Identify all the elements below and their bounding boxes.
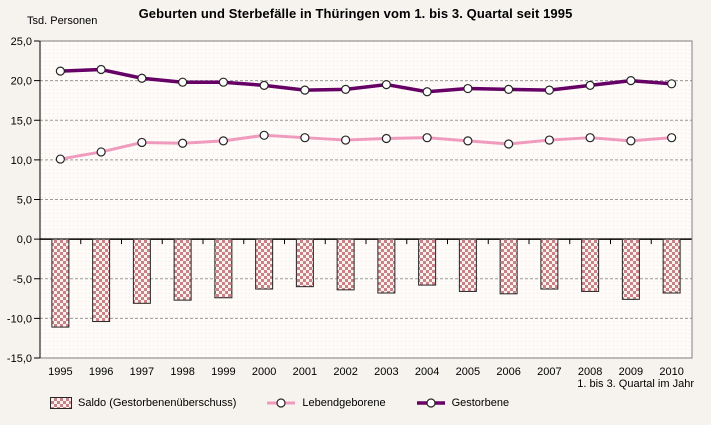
x-tick-label-1998: 1998 [170, 366, 194, 378]
legend-label-lebendgeborene: Lebendgeborene [302, 397, 386, 409]
checker-swatch-icon [50, 397, 72, 409]
marker-lebendgeborene-1996 [96, 147, 106, 157]
x-tick-label-2009: 2009 [619, 366, 643, 378]
marker-lebendgeborene-1999 [218, 136, 228, 146]
marker-lebendgeborene-1998 [178, 138, 188, 148]
marker-gestorbene-1995 [55, 66, 65, 76]
x-axis-caption: 1. bis 3. Quartal im Jahr [577, 378, 694, 390]
marker-lebendgeborene-2010 [667, 133, 677, 143]
marker-lebendgeborene-2007 [544, 135, 554, 145]
bar-saldo-2007 [540, 238, 559, 290]
x-tick-label-1996: 1996 [89, 366, 113, 378]
chart-title: Geburten und Sterbefälle in Thüringen vo… [138, 6, 573, 21]
y-tick-label-5,0: 5,0 [17, 195, 32, 207]
marker-gestorbene-1999 [218, 77, 228, 87]
line-gestorbene [58, 67, 674, 94]
marker-lebendgeborene-2009 [626, 136, 636, 146]
bar-saldo-1995 [51, 238, 70, 328]
bar-saldo-2006 [499, 238, 518, 295]
marker-gestorbene-1997 [137, 73, 147, 83]
marker-lebendgeborene-2001 [300, 133, 310, 143]
marker-lebendgeborene-2008 [585, 133, 595, 143]
marker-gestorbene-2003 [381, 79, 391, 90]
marker-lebendgeborene-1995 [55, 154, 65, 164]
marker-lebendgeborene-1997 [137, 137, 147, 148]
marker-gestorbene-2006 [504, 84, 514, 94]
marker-gestorbene-1996 [96, 64, 106, 75]
line-lebendgeborene [58, 133, 674, 161]
x-tick-label-1995: 1995 [48, 366, 72, 378]
bar-saldo-2004 [418, 238, 437, 286]
x-tick-label-2008: 2008 [578, 366, 602, 378]
x-tick-label-2007: 2007 [537, 366, 561, 378]
legend-label-gestorbene: Gestorbene [451, 397, 510, 409]
bar-saldo-2003 [377, 238, 396, 294]
marker-lebendgeborene-2004 [422, 133, 432, 143]
bar-saldo-2000 [255, 238, 274, 290]
marker-gestorbene-2002 [341, 84, 351, 94]
legend-label-saldo: Saldo (Gestorbenenüberschuss) [78, 397, 237, 409]
y-tick-label-20,0: 20,0 [11, 76, 32, 88]
marker-gestorbene-2004 [422, 87, 432, 97]
y-tick-label--5,0: -5,0 [13, 274, 32, 286]
x-tick-label-2004: 2004 [415, 366, 439, 378]
bar-saldo-2002 [336, 238, 355, 291]
legend: Saldo (Gestorbenenüberschuss) Lebendgebo… [50, 397, 509, 409]
bar-saldo-1996 [92, 238, 111, 323]
x-tick-label-2000: 2000 [252, 366, 276, 378]
marker-gestorbene-2007 [544, 85, 554, 95]
marker-gestorbene-2001 [300, 85, 310, 95]
bar-saldo-2010 [662, 238, 681, 294]
bar-saldo-1998 [173, 238, 192, 301]
bar-saldo-2001 [295, 238, 314, 288]
bar-saldo-1999 [214, 238, 233, 299]
pink-line-marker-icon [267, 398, 296, 408]
x-tick-label-1999: 1999 [211, 366, 235, 378]
y-tick-label-10,0: 10,0 [11, 155, 32, 167]
y-tick-label-25,0: 25,0 [11, 36, 32, 48]
marker-gestorbene-2009 [626, 76, 636, 86]
bar-saldo-2008 [581, 238, 600, 292]
y-tick-label--15,0: -15,0 [7, 353, 32, 365]
x-tick-label-1997: 1997 [130, 366, 154, 378]
marker-gestorbene-2000 [259, 80, 269, 90]
x-tick-label-2001: 2001 [293, 366, 317, 378]
bar-saldo-2005 [458, 238, 477, 292]
y-tick-label--10,0: -10,0 [7, 313, 32, 325]
x-tick-label-2010: 2010 [659, 366, 683, 378]
marker-gestorbene-1998 [178, 77, 188, 87]
marker-gestorbene-2005 [463, 83, 473, 94]
marker-lebendgeborene-2003 [381, 133, 391, 144]
marker-lebendgeborene-2006 [504, 139, 514, 149]
marker-lebendgeborene-2002 [341, 135, 351, 145]
x-tick-label-2005: 2005 [456, 366, 480, 378]
y-axis-unit-label: Tsd. Personen [27, 15, 98, 27]
y-tick-label-0,0: 0,0 [17, 234, 32, 246]
purple-line-marker-icon [416, 398, 445, 408]
marker-lebendgeborene-2000 [259, 130, 269, 140]
legend-item-gestorbene: Gestorbene [416, 397, 509, 409]
bar-saldo-1997 [132, 238, 151, 304]
marker-gestorbene-2008 [585, 80, 595, 90]
x-tick-label-2006: 2006 [496, 366, 520, 378]
legend-item-lebendgeborene: Lebendgeborene [266, 397, 386, 409]
marker-lebendgeborene-2005 [463, 136, 473, 146]
legend-item-saldo: Saldo (Gestorbenenüberschuss) [50, 397, 236, 409]
x-tick-label-2002: 2002 [333, 366, 357, 378]
y-tick-label-15,0: 15,0 [11, 115, 32, 127]
bar-saldo-2009 [621, 238, 640, 300]
marker-gestorbene-2010 [667, 79, 677, 89]
x-tick-label-2003: 2003 [374, 366, 398, 378]
